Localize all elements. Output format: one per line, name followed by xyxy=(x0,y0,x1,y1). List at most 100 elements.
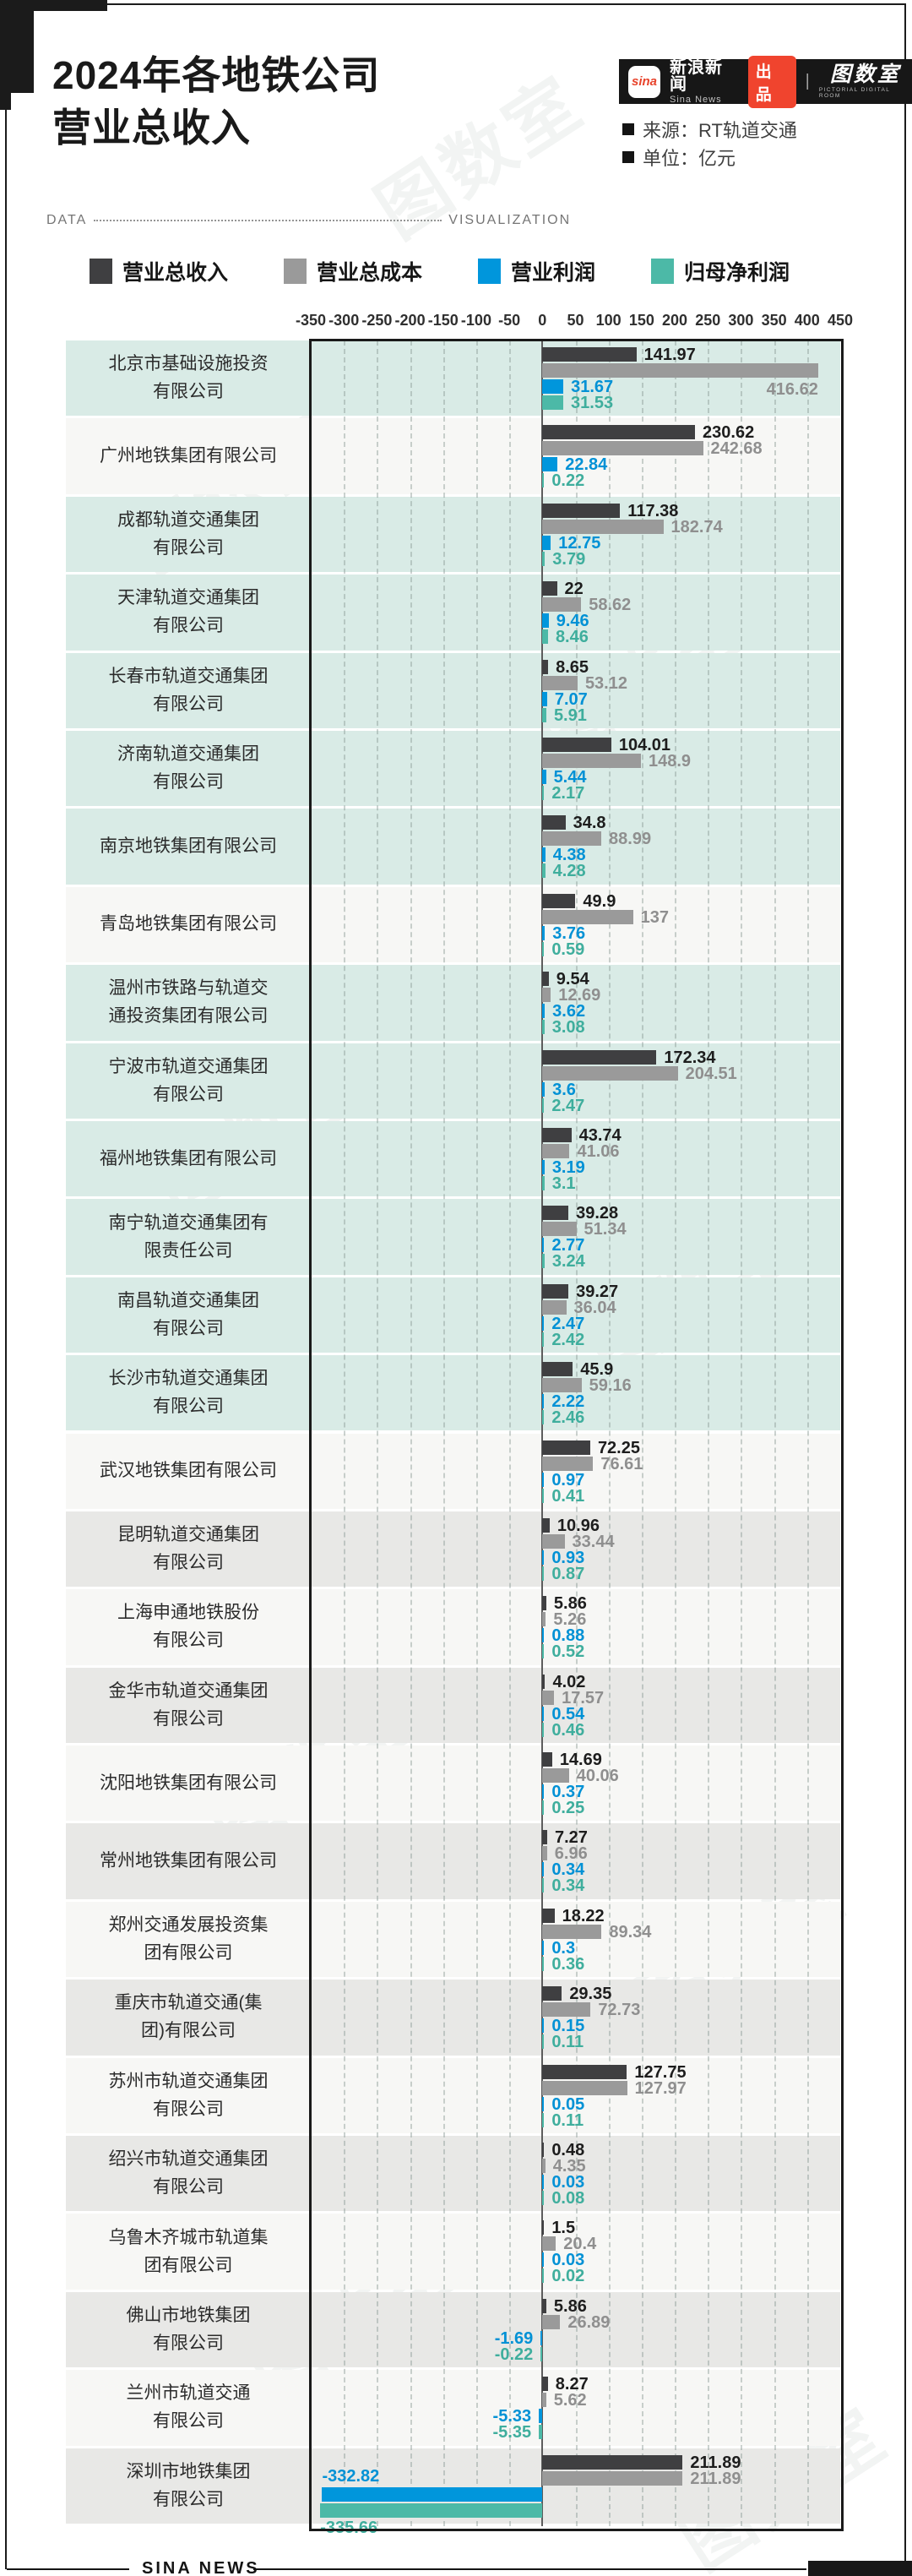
operating-profit-value: 2.22 xyxy=(551,1392,585,1412)
cost-value: 89.34 xyxy=(609,1922,652,1942)
revenue-bar xyxy=(542,815,566,831)
company-name: 天津轨道交通集团 有限公司 xyxy=(117,588,259,636)
square-bullet-icon xyxy=(622,123,634,135)
row-band xyxy=(66,652,840,728)
net-profit-bar xyxy=(539,2425,543,2440)
operating-profit-value: 3.76 xyxy=(552,923,586,943)
operating-profit-bar xyxy=(542,379,564,394)
cost-value: 53.12 xyxy=(584,673,627,693)
legend-item: 营业总成本 xyxy=(284,256,422,286)
operating-profit-value: 0.97 xyxy=(551,1470,585,1490)
net-profit-bar xyxy=(542,785,545,800)
row-band xyxy=(66,1120,840,1197)
cost-bar xyxy=(542,988,551,1003)
cost-value: 211.89 xyxy=(690,2469,741,2488)
operating-profit-bar xyxy=(542,1238,545,1253)
operating-profit-bar xyxy=(542,1706,545,1721)
net-profit-value: 5.91 xyxy=(553,705,587,725)
row-band xyxy=(66,340,840,417)
net-profit-bar xyxy=(540,2346,543,2361)
operating-profit-bar xyxy=(539,2409,543,2424)
cost-bar xyxy=(542,1378,582,1393)
operating-profit-value: 0.3 xyxy=(551,1938,576,1958)
operating-profit-bar xyxy=(542,1081,546,1097)
net-profit-bar xyxy=(542,551,546,566)
revenue-value: 8.27 xyxy=(555,2375,589,2394)
legend-label: 营业利润 xyxy=(511,261,596,285)
operating-profit-bar xyxy=(542,2018,545,2034)
net-profit-value: 0.59 xyxy=(551,939,585,959)
cost-value: 4.35 xyxy=(552,2157,586,2176)
operating-profit-value: 0.54 xyxy=(551,1704,585,1724)
company-name: 宁波市轨道交通集团 有限公司 xyxy=(108,1056,269,1104)
company-name: 昆明轨道交通集团 有限公司 xyxy=(117,1525,259,1573)
revenue-value: 104.01 xyxy=(618,735,670,754)
cost-value: 58.62 xyxy=(589,596,632,615)
cost-value: 40.06 xyxy=(576,1767,619,1786)
x-axis-tick-label: -100 xyxy=(460,312,491,329)
net-profit-value: -335.66 xyxy=(320,2518,378,2537)
company-name: 重庆市轨道交通(集 团)有限公司 xyxy=(114,1993,263,2041)
net-profit-value: 0.87 xyxy=(551,1564,585,1583)
operating-profit-bar xyxy=(542,2096,545,2111)
company-name: 武汉地铁集团有限公司 xyxy=(100,1461,277,1481)
revenue-bar xyxy=(542,581,557,596)
net-profit-value: 2.17 xyxy=(551,783,585,803)
net-profit-value: 0.41 xyxy=(551,1486,585,1506)
cost-bar xyxy=(542,2080,627,2095)
net-profit-bar xyxy=(542,395,564,410)
net-profit-value: 2.46 xyxy=(551,1408,585,1428)
row-band xyxy=(66,730,840,807)
net-profit-bar xyxy=(542,1644,545,1659)
company-name: 长沙市轨道交通集团 有限公司 xyxy=(108,1369,269,1417)
company-name: 金华市轨道交通集团 有限公司 xyxy=(108,1680,269,1729)
net-profit-bar xyxy=(542,1097,545,1113)
net-profit-bar xyxy=(542,2034,545,2050)
revenue-value: 117.38 xyxy=(627,501,679,520)
cost-bar xyxy=(542,1612,546,1627)
x-axis-tick-label: 0 xyxy=(538,312,547,329)
row-band xyxy=(66,1745,840,1822)
x-axis-tick-label: -200 xyxy=(394,312,426,329)
row-band xyxy=(66,1355,840,1431)
row-band xyxy=(66,2370,840,2446)
operating-profit-bar xyxy=(542,1004,546,1019)
net-profit-value: 8.46 xyxy=(555,628,589,647)
company-name: 北京市基础设施投资 有限公司 xyxy=(108,354,269,402)
company-name: 郑州交通发展投资集 团有限公司 xyxy=(108,1915,269,1963)
legend-label: 归母净利润 xyxy=(684,261,790,285)
operating-profit-bar xyxy=(322,2486,543,2502)
operating-profit-value: 22.84 xyxy=(565,455,608,475)
company-name: 兰州市轨道交通 有限公司 xyxy=(126,2383,251,2432)
title-line-2: 营业总收入 xyxy=(52,106,251,150)
legend-item: 归母净利润 xyxy=(651,256,790,286)
net-profit-bar xyxy=(542,629,548,645)
operating-profit-value: 0.93 xyxy=(551,1548,585,1567)
net-profit-value: 0.36 xyxy=(551,1954,585,1974)
cost-bar xyxy=(542,1299,567,1315)
operating-profit-value: 9.46 xyxy=(556,612,589,631)
revenue-bar xyxy=(542,1049,657,1065)
net-profit-bar xyxy=(542,1332,545,1347)
revenue-value: 8.65 xyxy=(556,657,589,677)
net-profit-value: 4.28 xyxy=(552,862,586,881)
cost-bar xyxy=(542,1690,555,1705)
company-name: 福州地铁集团有限公司 xyxy=(100,1148,277,1168)
revenue-value: 5.86 xyxy=(553,1594,587,1614)
net-profit-value: 0.52 xyxy=(551,1642,585,1662)
net-profit-value: 0.08 xyxy=(551,2189,585,2208)
revenue-value: 49.9 xyxy=(583,891,616,911)
company-name: 南京地铁集团有限公司 xyxy=(100,836,277,857)
revenue-value: 39.28 xyxy=(576,1204,619,1223)
cost-bar xyxy=(542,675,578,690)
operating-profit-value: 0.34 xyxy=(551,1860,585,1880)
company-name: 南昌轨道交通集团 有限公司 xyxy=(117,1290,259,1338)
brand-divider: | xyxy=(805,72,810,90)
cost-bar xyxy=(542,597,582,613)
operating-profit-value: 0.15 xyxy=(551,2017,585,2036)
company-name: 温州市铁路与轨道交 通投资集团有限公司 xyxy=(108,978,269,1027)
x-axis-tick-label: 50 xyxy=(567,312,584,329)
cost-bar xyxy=(542,2314,561,2329)
revenue-bar xyxy=(542,2143,545,2158)
row-band xyxy=(66,1589,840,1665)
